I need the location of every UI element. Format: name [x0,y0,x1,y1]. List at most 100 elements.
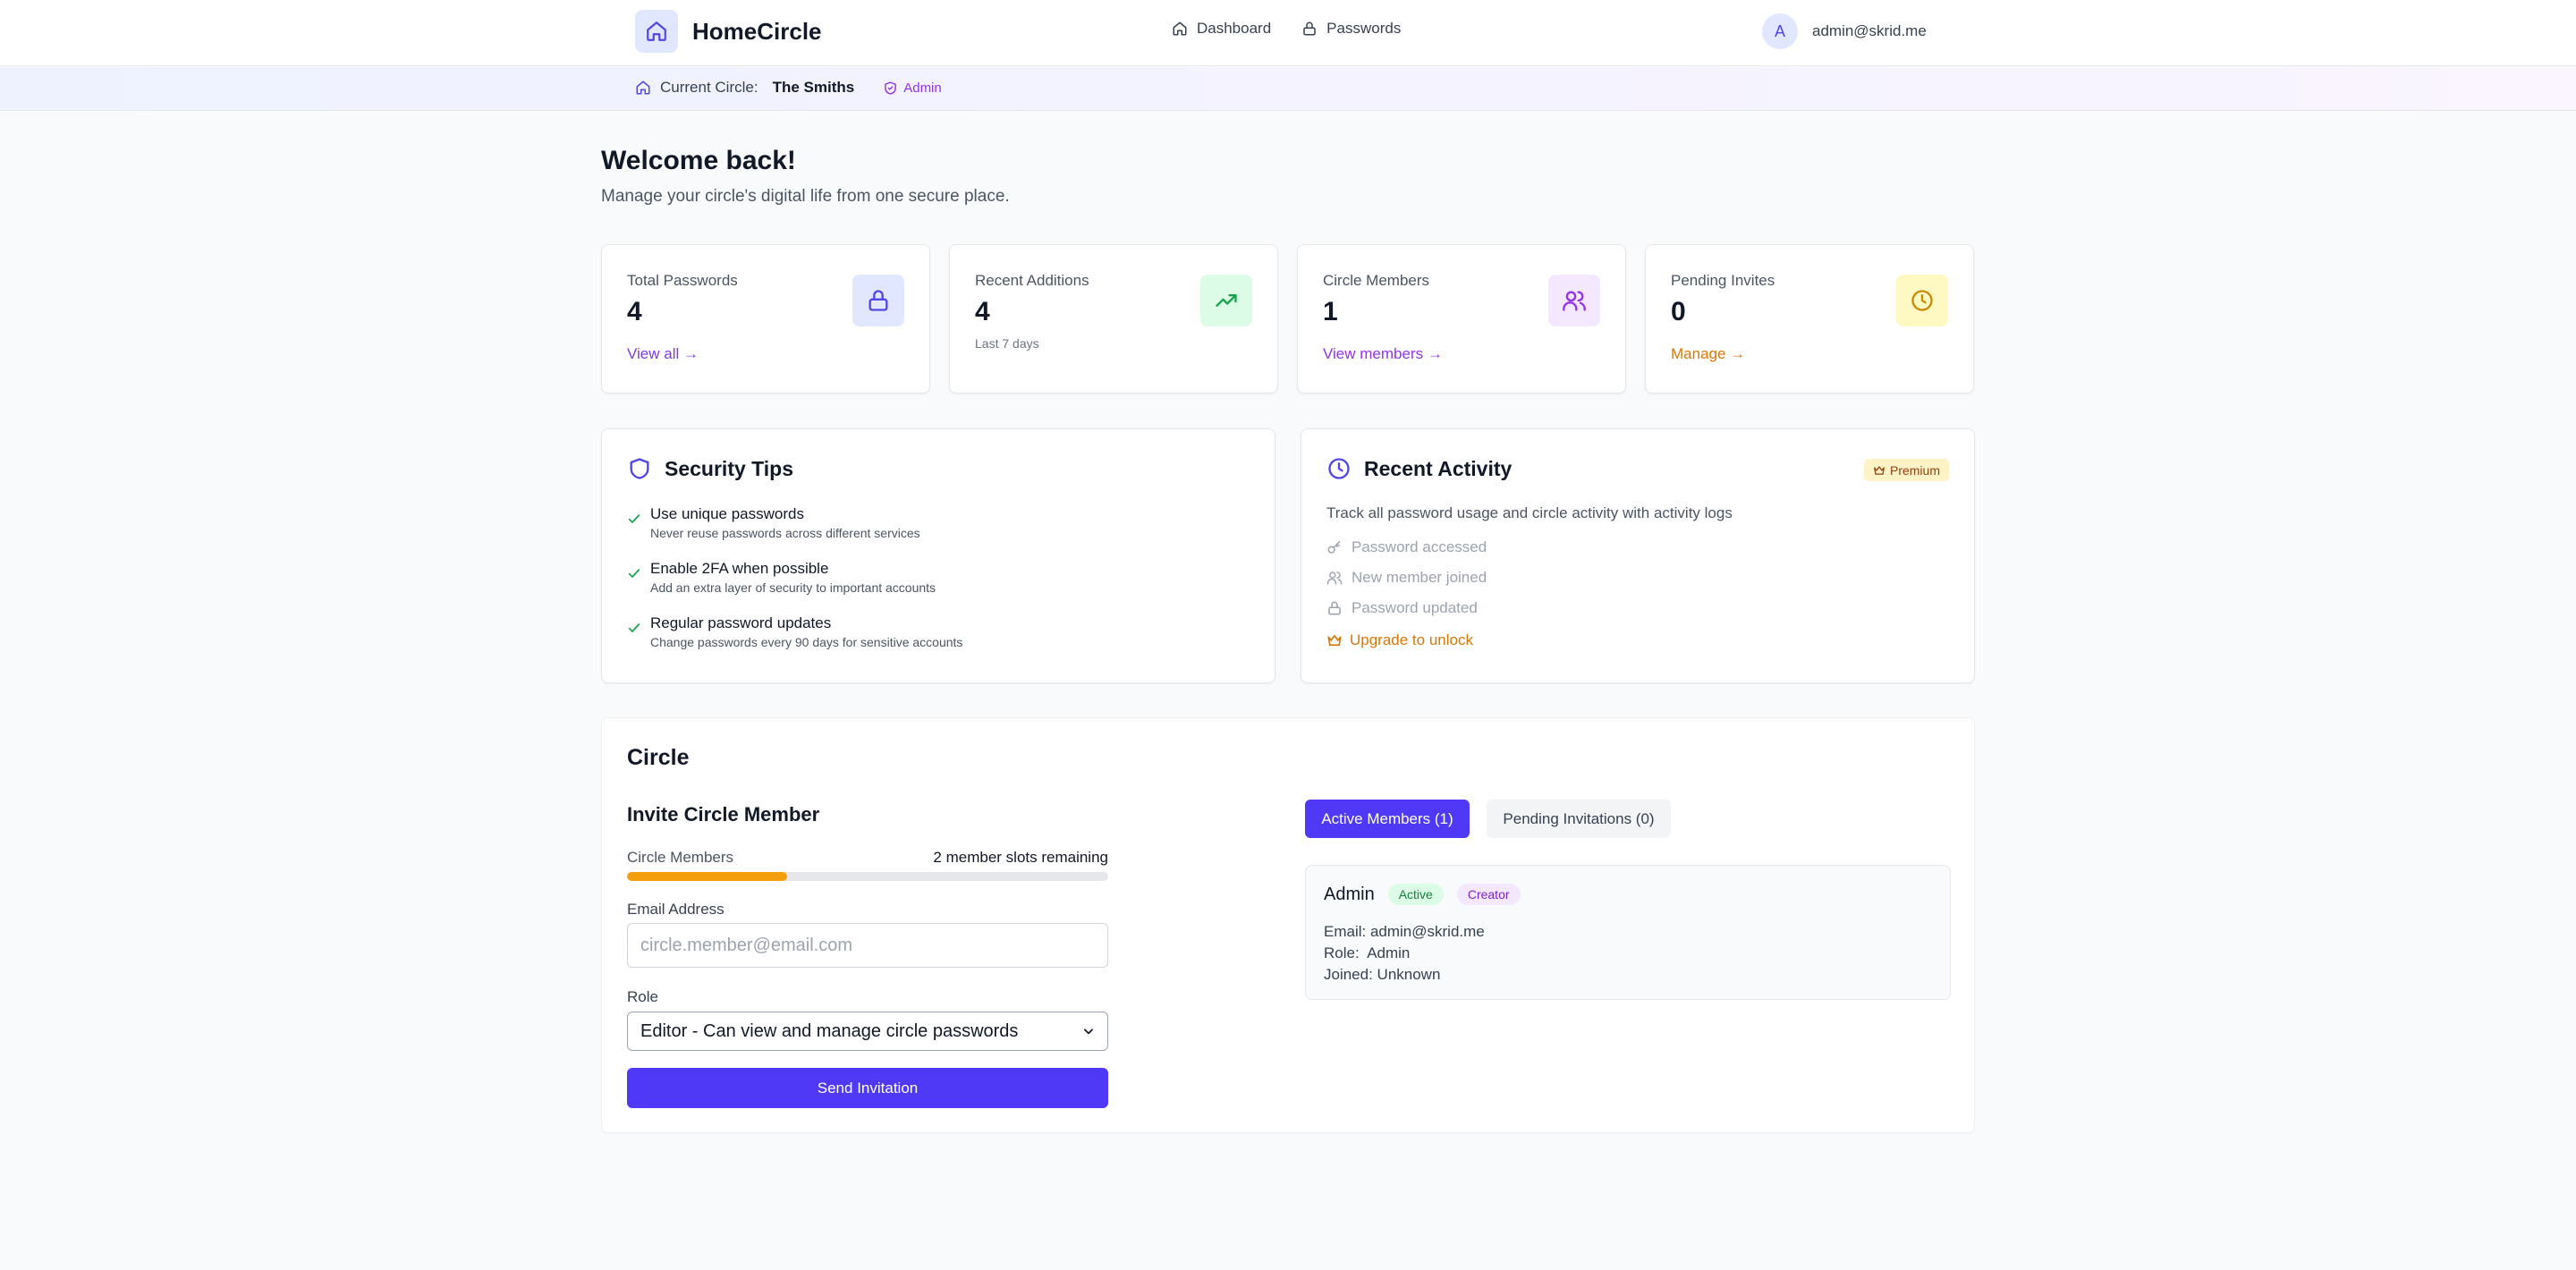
trending-up-icon [1200,275,1252,326]
stat-label: Recent Additions [975,272,1089,289]
tip-title: Enable 2FA when possible [650,560,829,577]
list-item: Regular password updates Change password… [627,614,962,651]
lock-icon [1326,600,1343,616]
shield-check-icon [883,80,898,96]
check-icon [627,512,641,542]
avatar: A [1762,13,1798,49]
member-card: Admin Active Creator Email: admin@skrid.… [1305,865,1951,1000]
view-all-passwords-link[interactable]: View all → [627,345,699,362]
stat-label: Total Passwords [627,272,738,289]
app-name: HomeCircle [692,17,822,45]
send-invitation-button[interactable]: Send Invitation [627,1068,1108,1108]
stat-label: Pending Invites [1671,272,1775,289]
key-icon [1326,539,1343,555]
stat-value: 4 [627,297,642,326]
top-navigation: HomeCircle Dashboard Passwords A admin@s… [0,0,2576,66]
stat-card-recent-additions: Recent Additions 4 Last 7 days [949,244,1278,394]
recent-activity-panel: Recent Activity Premium Track all passwo… [1301,428,1975,683]
current-circle-label: Current Circle: [660,79,758,96]
tip-title: Use unique passwords [650,505,804,522]
stat-value: 0 [1671,297,1686,326]
nav-dashboard[interactable]: Dashboard [1172,20,1271,38]
tip-title: Regular password updates [650,614,832,631]
member-role: Role: Admin [1324,944,1411,961]
home-icon [635,10,678,53]
brand[interactable]: HomeCircle [635,9,822,54]
invite-title: Invite Circle Member [627,803,820,826]
member-slots-progress [627,872,1108,881]
upgrade-label: Upgrade to unlock [1350,631,1473,648]
tip-description: Never reuse passwords across different s… [650,526,920,540]
slots-remaining: 2 member slots remaining [933,849,1108,866]
activity-item-label: Password updated [1352,599,1478,616]
list-item: Password updated [1326,598,1487,618]
list-item: Use unique passwords Never reuse passwor… [627,504,962,542]
nav-dashboard-label: Dashboard [1197,20,1272,37]
email-field[interactable] [627,923,1108,968]
current-circle-bar: Current Circle: The Smiths Admin [0,67,2576,111]
chevron-down-icon [1082,1025,1095,1037]
user-email: admin@skrid.me [1812,22,1927,39]
page-title: Welcome back! [601,146,796,175]
manage-invites-link[interactable]: Manage → [1671,345,1746,362]
check-icon [627,566,641,597]
member-name: Admin [1324,884,1375,904]
status-badge: Active [1387,884,1444,905]
shield-icon [627,456,652,481]
home-icon [635,80,651,96]
lock-icon [1301,21,1318,37]
role-badge-label: Admin [903,80,942,96]
section-title: Circle [627,745,690,770]
nav-passwords[interactable]: Passwords [1301,20,1401,38]
activity-description: Track all password usage and circle acti… [1326,504,1733,521]
crown-icon [1326,632,1343,648]
premium-badge-label: Premium [1889,462,1940,478]
upgrade-link[interactable]: Upgrade to unlock [1326,631,1473,649]
tip-description: Change passwords every 90 days for sensi… [650,635,963,649]
clock-icon [1896,275,1948,326]
main-nav: Dashboard Passwords [1172,20,1401,38]
premium-badge: Premium [1863,459,1949,481]
activity-item-label: Password accessed [1352,538,1487,555]
user-menu[interactable]: A admin@skrid.me [1762,13,1927,49]
view-members-link[interactable]: View members → [1323,345,1443,362]
stat-note: Last 7 days [975,336,1039,351]
member-joined: Joined: Unknown [1324,966,1441,983]
role-badge: Admin [883,80,942,96]
recent-activity-title: Recent Activity [1364,456,1513,480]
list-item: New member joined [1326,568,1487,588]
activity-item-label: New member joined [1352,569,1487,586]
stat-label: Circle Members [1323,272,1430,289]
circle-section: Circle Invite Circle Member Circle Membe… [601,717,1975,1133]
role-select-value: Editor - Can view and manage circle pass… [640,1020,1019,1041]
tip-description: Add an extra layer of security to import… [650,580,936,595]
stat-value: 1 [1323,297,1338,326]
stat-card-circle-members: Circle Members 1 View members → [1297,244,1626,394]
list-item: Enable 2FA when possible Add an extra la… [627,559,962,597]
creator-badge: Creator [1456,884,1521,905]
lock-icon [852,275,904,326]
email-label: Email Address [627,901,724,918]
list-item: Password accessed [1326,538,1487,557]
slots-label: Circle Members [627,849,734,866]
check-icon [627,621,641,651]
member-slots: Circle Members 2 member slots remaining [627,849,1108,867]
stat-value: 4 [975,297,990,326]
tab-active-members[interactable]: Active Members (1) [1305,800,1470,838]
role-label: Role [627,988,658,1005]
users-icon [1548,275,1600,326]
clock-icon [1326,456,1352,481]
home-icon [1172,21,1188,37]
member-email: Email: admin@skrid.me [1324,923,1485,940]
users-icon [1326,570,1343,586]
security-tips-title: Security Tips [665,456,794,480]
role-select[interactable]: Editor - Can view and manage circle pass… [627,1012,1108,1051]
stat-card-total-passwords: Total Passwords 4 View all → [601,244,930,394]
crown-icon [1873,464,1885,477]
nav-passwords-label: Passwords [1326,20,1402,37]
page-subtitle: Manage your circle's digital life from o… [601,187,1010,206]
stat-card-pending-invites: Pending Invites 0 Manage → [1645,244,1974,394]
current-circle-name: The Smiths [772,79,855,96]
security-tips-panel: Security Tips Use unique passwords Never… [601,428,1275,683]
tab-pending-invitations[interactable]: Pending Invitations (0) [1487,800,1671,838]
